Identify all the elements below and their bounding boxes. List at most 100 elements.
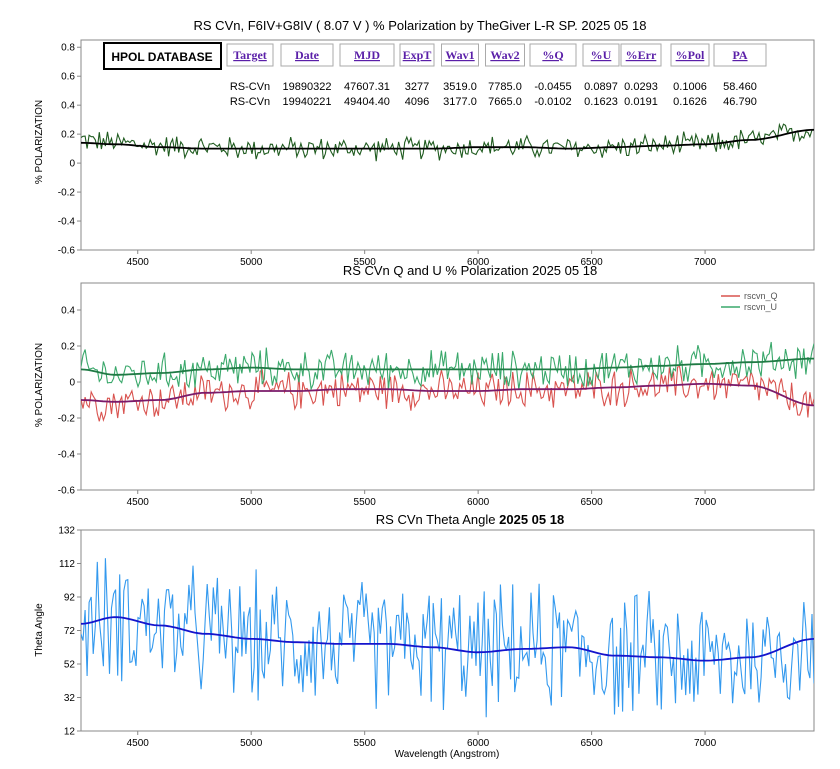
x-axis-label: Wavelength (Angstrom): [395, 749, 500, 760]
y-tick-label: -0.2: [58, 414, 76, 425]
data-series-noisy: [81, 558, 814, 718]
table-cell: 4096: [405, 96, 429, 108]
x-tick-label: 7000: [694, 497, 717, 508]
y-tick-label: 0: [69, 159, 75, 170]
table-cell: 47607.31: [344, 81, 390, 93]
table-header-label: %Err: [626, 48, 657, 62]
table-cell: 3277: [405, 81, 429, 93]
y-axis-label: Theta Angle: [34, 603, 45, 657]
x-tick-label: 6500: [580, 738, 603, 749]
table-header-label: ExpT: [403, 48, 432, 62]
y-tick-label: 92: [64, 593, 76, 604]
table-header-label: %U: [591, 48, 612, 62]
x-tick-label: 6000: [467, 257, 490, 268]
series-group: [81, 341, 814, 423]
table-header-label: MJD: [354, 48, 380, 62]
y-tick-label: 112: [59, 559, 75, 570]
chart-title-prefix: RS CVn Theta Angle: [376, 512, 499, 527]
x-tick-group: 4500 5000 5500 6000 6500 7000: [127, 490, 717, 508]
panel-polarization: RS CVn, F6IV+G8IV ( 8.07 V ) % Polarizat…: [34, 18, 815, 268]
hpol-badge: [103, 42, 222, 70]
table-body: RS-CVn 19890322 47607.31 3277 3519.0 7785.0 -0…: [230, 81, 757, 108]
table-header-cell: [620, 43, 662, 67]
chart-title: RS CVn Q and U % Polarization 2025 05 18: [343, 263, 597, 278]
legend-label: rscvn_Q: [744, 291, 778, 301]
x-tick-label: 5000: [240, 497, 263, 508]
x-tick-label: 5500: [354, 497, 377, 508]
table-cell: 19890322: [283, 81, 332, 93]
table-cell: 0.0293: [624, 81, 658, 93]
table-cell: -0.0102: [534, 96, 571, 108]
x-tick-label: 6500: [580, 257, 603, 268]
chart-title: RS CVn Theta Angle 2025 05 18: [376, 512, 564, 527]
data-series-noisy: [81, 365, 814, 423]
table-cell: 0.1626: [673, 96, 707, 108]
x-tick-label: 4500: [127, 257, 150, 268]
y-tick-label: -0.6: [58, 486, 76, 497]
y-tick-label: -0.2: [58, 188, 76, 199]
table-header-cell: [226, 43, 274, 67]
data-series-smooth: [81, 616, 814, 662]
table-cell: RS-CVn: [230, 81, 270, 93]
table-header-label: Wav1: [445, 48, 474, 62]
legend-label: rscvn_U: [744, 302, 777, 312]
y-tick-label: 0: [69, 378, 75, 389]
svg-text:% POLARIZATION: % POLARIZATION: [34, 343, 45, 427]
y-tick-label: -0.4: [58, 450, 76, 461]
series-group: [81, 122, 814, 162]
x-tick-label: 4500: [127, 738, 150, 749]
data-series-smooth: [81, 382, 814, 407]
table-cell: 0.0191: [624, 96, 658, 108]
x-tick-label: 5500: [354, 257, 377, 268]
panel-q-u: RS CVn Q and U % Polarization 2025 05 18…: [34, 263, 815, 508]
x-tick-label: 7000: [694, 738, 717, 749]
table-header-cell: [713, 43, 767, 67]
table-cell: 0.1006: [673, 81, 707, 93]
y-tick-group: 12 32 52 72 92 112 132: [58, 526, 81, 738]
y-axis-label: % POLARIZATION: [34, 343, 45, 427]
table-header-label: Date: [295, 48, 320, 62]
table-header-label: Target: [233, 48, 267, 62]
chart-title: RS CVn, F6IV+G8IV ( 8.07 V ) % Polarizat…: [194, 18, 647, 33]
plot-frame: [80, 529, 815, 732]
series-group: [81, 558, 814, 718]
svg-text:% POLARIZATION: % POLARIZATION: [34, 100, 45, 184]
data-series-noisy: [81, 341, 814, 392]
x-tick-label: 6500: [580, 497, 603, 508]
table-header-cell: [485, 43, 525, 67]
table-cell: 7785.0: [488, 81, 522, 93]
data-series-noisy: [81, 122, 814, 162]
y-tick-label: 52: [64, 660, 76, 671]
panel-theta: RS CVn Theta Angle 2025 05 18 Theta Angl…: [34, 512, 815, 760]
chart-title-date: 2025 05 18: [499, 512, 564, 527]
x-tick-label: 6000: [467, 497, 490, 508]
y-tick-label: 0.6: [61, 72, 75, 83]
table-cell: 3519.0: [443, 81, 477, 93]
hpol-badge-label: HPOL DATABASE: [111, 50, 212, 64]
x-tick-group: 4500 5000 5500 6000 6500 7000: [127, 250, 717, 268]
x-tick-label: 5500: [354, 738, 377, 749]
table-header-label: %Q: [542, 48, 563, 62]
y-tick-label: 132: [58, 526, 75, 537]
table-header-cell: [280, 43, 334, 67]
y-tick-label: 0.2: [61, 342, 75, 353]
y-tick-label: 0.8: [61, 43, 75, 54]
x-tick-label: 5000: [240, 257, 263, 268]
y-tick-label: 0.4: [61, 101, 75, 112]
table-cell: -0.0455: [534, 81, 571, 93]
y-tick-group: -0.6 -0.4 -0.2 0 0.2 0.4: [58, 306, 81, 497]
y-tick-label: 32: [64, 693, 76, 704]
table-header-label: %Pol: [676, 48, 705, 62]
data-series-smooth: [81, 128, 814, 150]
y-tick-group: -0.6 -0.4 -0.2 0 0.2 0.4 0.6 0.8: [58, 43, 81, 257]
table-cell: 19940221: [283, 96, 332, 108]
table-cell: RS-CVn: [230, 96, 270, 108]
table-cell: 46.790: [723, 96, 757, 108]
y-axis-label: % POLARIZATION: [34, 100, 45, 184]
y-tick-label: 0.2: [61, 130, 75, 141]
x-tick-label: 6000: [467, 738, 490, 749]
table-header-cell: [441, 43, 479, 67]
table-header-cell: [399, 43, 435, 67]
